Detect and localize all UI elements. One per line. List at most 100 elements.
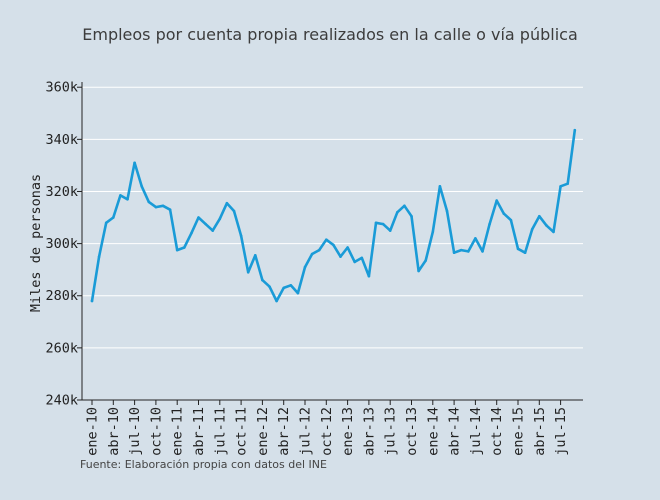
y-tick-label: 240k (45, 393, 78, 409)
source-note: Fuente: Elaboración propia con datos del… (80, 458, 327, 471)
chart-title: Empleos por cuenta propia realizados en … (82, 25, 578, 44)
data-point (459, 248, 463, 252)
data-point (495, 199, 499, 202)
axes (81, 82, 583, 401)
x-tick-label: ene-15 (511, 407, 527, 456)
data-point (502, 212, 506, 215)
x-tick-label: abr-10 (106, 407, 122, 456)
data-point (303, 265, 307, 269)
data-point (424, 259, 428, 262)
y-tick-label: 360k (45, 80, 78, 96)
data-point (190, 231, 193, 235)
data-point (381, 222, 385, 226)
data-point (126, 197, 129, 201)
y-tick-label: 320k (45, 184, 78, 200)
x-tick-label: oct-12 (319, 407, 335, 456)
data-point (254, 254, 257, 257)
y-axis-ticks: 240k 260k 280k 300k 320k 340k 360k (45, 80, 82, 409)
data-point (538, 214, 541, 218)
data-point (97, 255, 101, 258)
x-tick-label: jul-14 (468, 407, 484, 456)
data-point (325, 238, 328, 241)
x-tick-label: oct-11 (234, 407, 250, 456)
x-tick-label: oct-10 (148, 407, 164, 456)
data-point (332, 243, 335, 247)
series-group (90, 128, 577, 303)
data-point (573, 128, 577, 132)
data-point (360, 256, 364, 260)
x-tick-label: abr-11 (191, 407, 207, 456)
x-tick-label: ene-10 (85, 407, 101, 456)
data-point (374, 221, 378, 225)
data-point (275, 299, 278, 303)
data-point (317, 248, 321, 252)
x-axis-ticks: ene-10 abr-10 jul-10 oct-10 ene-11 abr-11 jul-… (85, 400, 569, 456)
data-point (417, 269, 420, 273)
data-point (403, 204, 406, 208)
data-point (474, 237, 477, 240)
data-point (289, 284, 293, 287)
y-tick-label: 300k (45, 236, 78, 252)
data-point (438, 184, 442, 188)
data-point (104, 221, 108, 225)
data-point (218, 217, 222, 221)
data-point (396, 211, 399, 214)
data-point (204, 222, 207, 226)
x-tick-label: abr-15 (532, 407, 548, 456)
data-point (161, 204, 165, 208)
x-tick-label: jul-15 (553, 407, 569, 456)
data-point (310, 252, 314, 256)
data-point (545, 224, 548, 227)
data-point (183, 246, 186, 249)
x-tick-label: jul-12 (298, 407, 314, 456)
data-point (168, 208, 172, 212)
data-point (296, 291, 300, 295)
data-point (147, 200, 151, 204)
data-point (566, 182, 569, 185)
data-point (133, 161, 136, 165)
data-point (140, 184, 143, 188)
x-tick-label: jul-13 (383, 407, 399, 456)
data-point (467, 250, 470, 253)
data-point (90, 299, 94, 303)
data-point (530, 227, 534, 231)
data-point (261, 278, 264, 282)
data-point (246, 270, 250, 274)
data-point (367, 274, 371, 278)
data-point (516, 247, 520, 251)
data-point (431, 230, 435, 234)
x-tick-label: ene-13 (340, 407, 356, 456)
data-point (552, 230, 555, 234)
data-point (388, 229, 392, 232)
data-point (239, 234, 243, 238)
x-tick-label: jul-11 (212, 407, 228, 456)
data-point (282, 286, 286, 290)
data-point (481, 250, 484, 253)
data-point (112, 216, 115, 219)
x-tick-label: ene-11 (170, 407, 186, 456)
data-point (523, 251, 527, 255)
data-point (225, 201, 229, 205)
data-point (509, 218, 513, 222)
data-point (154, 205, 158, 209)
data-point (353, 260, 357, 264)
x-tick-label: abr-12 (276, 407, 292, 456)
data-point (346, 246, 349, 249)
data-point (211, 229, 214, 232)
x-tick-label: oct-13 (404, 407, 420, 456)
data-point (175, 248, 179, 252)
y-tick-label: 260k (45, 340, 78, 356)
data-point (410, 214, 413, 218)
data-point (488, 222, 491, 226)
y-tick-label: 340k (45, 132, 78, 148)
x-tick-label: abr-14 (447, 407, 463, 456)
data-point (268, 285, 271, 288)
x-tick-label: ene-14 (425, 407, 441, 456)
y-tick-label: 280k (45, 288, 78, 304)
data-point (445, 209, 449, 213)
x-tick-label: jul-10 (127, 407, 143, 456)
data-point (232, 209, 236, 213)
x-tick-label: abr-13 (361, 407, 377, 456)
data-point (197, 216, 200, 219)
